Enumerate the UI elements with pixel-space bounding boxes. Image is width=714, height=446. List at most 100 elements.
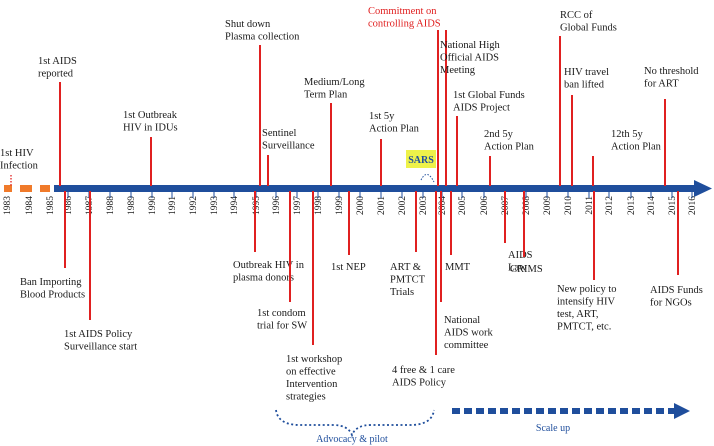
year-label-1991: 1991 xyxy=(168,196,178,215)
event-first-5y-plan: 1st 5y Action Plan xyxy=(369,111,420,186)
year-label-1998: 1998 xyxy=(314,196,324,215)
shut-down-plasma-label-line-1: Shut down xyxy=(225,19,271,30)
year-label-2002: 2002 xyxy=(398,196,408,215)
year-label-2003: 2003 xyxy=(419,196,429,215)
year-label-2008: 2008 xyxy=(522,196,532,215)
no-threshold-art-label-line-1: No threshold xyxy=(644,66,699,77)
new-policy-intensify-label-line-3: test, ART, xyxy=(557,309,598,320)
art-pmtct-trials-label-line-1: ART & xyxy=(390,262,421,273)
event-first-global-funds: 1st Global Funds AIDS Project xyxy=(453,90,525,186)
first-aids-reported-label-line-2: reported xyxy=(38,69,74,80)
first-nep-label-line-1: 1st NEP xyxy=(331,262,366,273)
crims-label-line-1: CRIMS xyxy=(510,264,543,275)
art-pmtct-trials-label-line-3: Trials xyxy=(390,287,414,298)
first-workshop-label-line-1: 1st workshop xyxy=(286,354,342,365)
twelfth-5y-plan-label-line-1: 12th 5y xyxy=(611,129,644,140)
sentinel-surveillance-label-line-2: Surveillance xyxy=(262,141,315,152)
phase-advocacy: Advocacy & pilot xyxy=(275,409,435,445)
event-first-aids-reported: 1st AIDS reported xyxy=(38,56,77,186)
timeline-arrowhead xyxy=(694,180,712,197)
new-policy-intensify-label-line-2: intensify HIV xyxy=(557,297,615,308)
national-high-meeting-label-line-3: Meeting xyxy=(440,65,476,76)
event-hiv-travel-ban: HIV travel ban lifted xyxy=(564,67,609,186)
prelude-dashes xyxy=(4,185,50,192)
shut-down-plasma-label-line-2: Plasma collection xyxy=(225,32,300,43)
first-5y-plan-label-line-2: Action Plan xyxy=(369,124,420,135)
year-label-2005: 2005 xyxy=(458,196,468,215)
medium-long-term-plan-label-line-2: Term Plan xyxy=(304,90,348,101)
rcc-global-funds-label-line-2: Global Funds xyxy=(560,23,617,34)
year-label-1984: 1984 xyxy=(25,196,35,215)
year-label-2012: 2012 xyxy=(605,196,615,215)
four-free-one-care-label-line-2: AIDS Policy xyxy=(392,378,447,389)
medium-long-term-plan-label-line-1: Medium/Long xyxy=(304,77,365,88)
year-label-1985: 1985 xyxy=(46,196,56,215)
event-commitment-aids: Commitment on controlling AIDS xyxy=(368,6,441,186)
first-condom-trial-label-line-2: trial for SW xyxy=(257,321,307,332)
event-aids-funds-ngos: AIDS Funds for NGOs xyxy=(650,191,703,309)
year-label-1999: 1999 xyxy=(335,196,345,215)
sars-connector xyxy=(420,174,435,183)
hiv-travel-ban-label-line-2: ban lifted xyxy=(564,80,605,91)
event-shut-down-plasma: Shut down Plasma collection xyxy=(225,19,300,186)
four-free-one-care-label-line-1: 4 free & 1 care xyxy=(392,365,455,376)
event-first-aids-policy: 1st AIDS Policy Surveillance start xyxy=(64,191,137,353)
year-label-1989: 1989 xyxy=(127,196,137,215)
mmt-label-line-1: MMT xyxy=(445,262,471,273)
first-workshop-label-line-2: on effective xyxy=(286,367,336,378)
sars-badge: SARS xyxy=(406,150,436,183)
year-label-1995: 1995 xyxy=(252,196,262,215)
second-5y-plan-label-line-1: 2nd 5y xyxy=(484,129,514,140)
first-aids-policy-label-line-1: 1st AIDS Policy xyxy=(64,329,133,340)
events-above: 1st HIV Infection 1st AIDS reported 1st Outb… xyxy=(0,6,699,186)
event-first-hiv-infection: 1st HIV Infection xyxy=(0,148,39,186)
event-no-threshold-art: No threshold for ART xyxy=(644,66,699,186)
national-high-meeting-label-line-2: Official AIDS xyxy=(440,53,499,64)
event-ban-importing-blood: Ban Importing Blood Products xyxy=(20,191,85,301)
first-aids-reported-label-line-1: 1st AIDS xyxy=(38,56,77,67)
first-aids-policy-label-line-2: Surveillance start xyxy=(64,342,137,353)
advocacy-brace xyxy=(275,409,435,438)
first-outbreak-idus-label-line-2: HIV in IDUs xyxy=(123,123,178,134)
year-label-2014: 2014 xyxy=(647,196,657,215)
national-high-meeting-label-line-1: National High xyxy=(440,40,501,51)
year-label-2013: 2013 xyxy=(627,196,637,215)
art-pmtct-trials-label-line-2: PMTCT xyxy=(390,275,426,286)
year-label-2009: 2009 xyxy=(543,196,553,215)
first-global-funds-label-line-2: AIDS Project xyxy=(453,103,510,114)
year-label-1988: 1988 xyxy=(106,196,116,215)
sentinel-surveillance-label-line-1: Sentinel xyxy=(262,128,296,139)
event-aids-law: AIDS Law xyxy=(504,191,533,274)
year-label-1994: 1994 xyxy=(230,196,240,215)
first-5y-plan-label-line-1: 1st 5y xyxy=(369,111,395,122)
aids-funds-ngos-label-line-1: AIDS Funds xyxy=(650,285,703,296)
year-label-1997: 1997 xyxy=(293,196,303,215)
event-outbreak-plasma-donors: Outbreak HIV in plasma donors xyxy=(233,191,305,284)
aids-law-label-line-1: AIDS xyxy=(508,250,533,261)
year-label-2001: 2001 xyxy=(377,196,387,215)
first-workshop-label-line-3: Intervention xyxy=(286,379,338,390)
year-label-1983: 1983 xyxy=(3,196,13,215)
event-four-free-one-care: 4 free & 1 care AIDS Policy xyxy=(392,191,455,389)
year-label-2016: 2016 xyxy=(688,196,698,215)
first-global-funds-label-line-1: 1st Global Funds xyxy=(453,90,525,101)
second-5y-plan-label-line-2: Action Plan xyxy=(484,142,535,153)
event-twelfth-5y-plan: 12th 5y Action Plan xyxy=(592,129,662,186)
year-label-2000: 2000 xyxy=(356,196,366,215)
hiv-travel-ban-label-line-1: HIV travel xyxy=(564,67,609,78)
year-label-1986: 1986 xyxy=(64,196,74,215)
aids-funds-ngos-label-line-2: for NGOs xyxy=(650,298,692,309)
event-first-outbreak-idus: 1st Outbreak HIV in IDUs xyxy=(123,110,178,186)
year-label-1990: 1990 xyxy=(148,196,158,215)
ban-importing-blood-label-line-2: Blood Products xyxy=(20,290,85,301)
outbreak-plasma-donors-label-line-2: plasma donors xyxy=(233,273,294,284)
year-label-2010: 2010 xyxy=(564,196,574,215)
event-first-condom-trial: 1st condom trial for SW xyxy=(257,191,307,332)
commitment-aids-label-line-1: Commitment on xyxy=(368,6,437,17)
